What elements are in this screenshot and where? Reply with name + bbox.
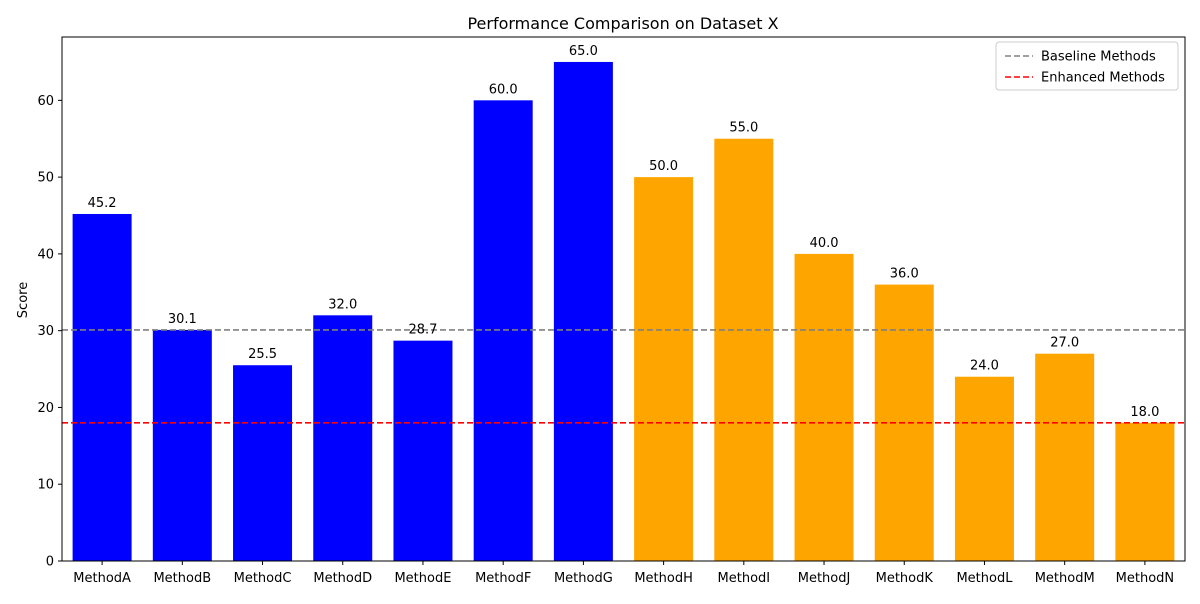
x-tick-label: MethodH xyxy=(634,571,693,586)
legend-label: Baseline Methods xyxy=(1041,50,1156,65)
data-label: 36.0 xyxy=(890,267,919,282)
x-tick-label: MethodL xyxy=(956,571,1013,586)
x-tick-label: MethodJ xyxy=(798,571,851,586)
y-tick-label: 20 xyxy=(37,401,54,416)
bar-methodc xyxy=(233,365,293,561)
bar-methode xyxy=(393,340,453,561)
data-label: 55.0 xyxy=(729,121,758,136)
bar-methodg xyxy=(553,61,613,561)
chart-title: Performance Comparison on Dataset X xyxy=(467,14,778,33)
data-label: 32.0 xyxy=(328,297,357,312)
x-tick-label: MethodM xyxy=(1035,571,1095,586)
y-tick-label: 60 xyxy=(37,94,54,109)
x-tick-label: MethodE xyxy=(394,571,451,586)
bar-methodm xyxy=(1035,353,1095,561)
y-tick-label: 30 xyxy=(37,324,54,339)
y-tick-label: 40 xyxy=(37,247,54,262)
x-tick-label: MethodF xyxy=(475,571,531,586)
data-label: 24.0 xyxy=(970,359,999,374)
bar-methodj xyxy=(794,253,854,561)
bar-methodn xyxy=(1115,422,1175,561)
y-tick-label: 50 xyxy=(37,171,54,186)
y-tick-label: 10 xyxy=(37,478,54,493)
data-label: 40.0 xyxy=(810,236,839,251)
data-label: 27.0 xyxy=(1050,336,1079,351)
x-tick-label: MethodD xyxy=(313,571,372,586)
data-label: 65.0 xyxy=(569,44,598,59)
plot-frame xyxy=(61,36,1186,562)
x-tick-label: MethodI xyxy=(718,571,771,586)
x-tick-label: MethodA xyxy=(73,571,131,586)
data-label: 60.0 xyxy=(489,82,518,97)
x-tick-label: MethodB xyxy=(153,571,211,586)
y-axis-label: Score xyxy=(16,282,31,318)
data-label: 25.5 xyxy=(248,347,277,362)
data-label: 50.0 xyxy=(649,159,678,174)
x-tick-label: MethodK xyxy=(876,571,934,586)
legend-label: Enhanced Methods xyxy=(1041,71,1165,86)
bar-methodd xyxy=(313,315,373,561)
plot-area: 45.2 30.1 25.5 32.0 28.7 60.0 65.0 50.0 55.0 40.0… xyxy=(37,36,1186,586)
legend: Baseline Methods Enhanced Methods xyxy=(995,41,1179,91)
data-label: 45.2 xyxy=(88,196,117,211)
y-tick-label: 0 xyxy=(46,555,54,570)
bar-methodh xyxy=(634,177,694,561)
legend-box xyxy=(995,41,1179,91)
data-label: 28.7 xyxy=(408,323,437,338)
x-tick-label: MethodC xyxy=(234,571,292,586)
bar-methoda xyxy=(72,213,132,561)
x-tick-label: MethodG xyxy=(554,571,613,586)
data-label: 18.0 xyxy=(1130,405,1159,420)
data-label: 30.1 xyxy=(168,312,197,327)
bar-methodi xyxy=(714,138,774,562)
x-tick-label: MethodN xyxy=(1116,571,1174,586)
bar-methodl xyxy=(954,376,1014,561)
bar-methodb xyxy=(152,329,212,561)
